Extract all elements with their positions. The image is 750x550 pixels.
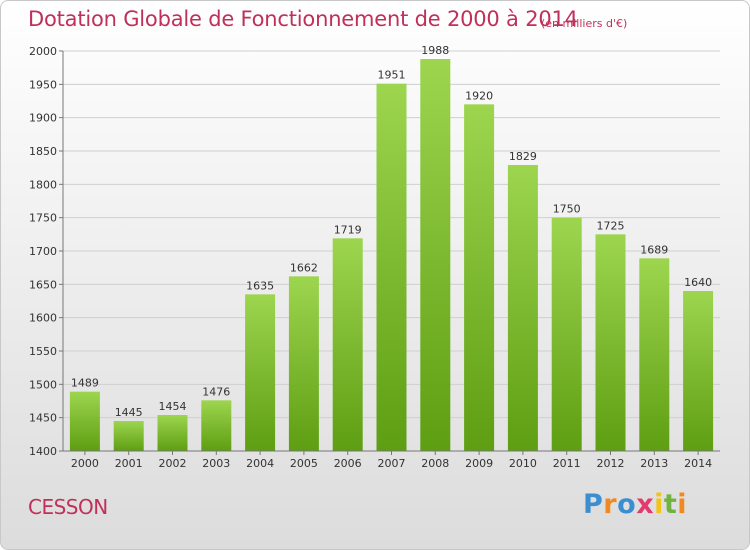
y-tick-label: 1650 — [29, 278, 57, 291]
value-label-2007: 1951 — [378, 69, 406, 82]
x-tick-label-2004: 2004 — [246, 457, 274, 470]
bar-2012 — [595, 234, 626, 451]
y-tick-label: 1600 — [29, 312, 57, 325]
value-label-2009: 1920 — [465, 89, 493, 102]
logo-letter: o — [617, 489, 637, 520]
bar-2002 — [157, 415, 188, 451]
logo-letter: t — [663, 489, 678, 520]
x-tick-label-2011: 2011 — [553, 457, 581, 470]
value-label-2013: 1689 — [640, 243, 668, 256]
y-tick-label: 1400 — [29, 445, 57, 458]
value-label-2012: 1725 — [597, 219, 625, 232]
y-tick-label: 1700 — [29, 245, 57, 258]
value-label-2000: 1489 — [71, 377, 99, 390]
bar-2007 — [376, 83, 407, 452]
y-tick-label: 1550 — [29, 345, 57, 358]
bar-2006 — [332, 238, 363, 451]
value-label-2011: 1750 — [553, 203, 581, 216]
y-tick-label: 1800 — [29, 178, 57, 191]
proxiti-logo: Proxiti — [583, 489, 687, 520]
value-label-2001: 1445 — [115, 406, 143, 419]
y-tick-label: 2000 — [29, 45, 57, 58]
x-tick-label-2007: 2007 — [378, 457, 406, 470]
commune-name: CESSON — [28, 495, 108, 519]
y-tick-label: 1500 — [29, 378, 57, 391]
y-tick-label: 1850 — [29, 145, 57, 158]
x-tick-label-2002: 2002 — [159, 457, 187, 470]
x-tick-label-2001: 2001 — [115, 457, 143, 470]
value-label-2006: 1719 — [334, 223, 362, 236]
chart-subtitle: (en milliers d'€) — [541, 17, 628, 30]
value-label-2010: 1829 — [509, 150, 537, 163]
bar-2005 — [288, 276, 319, 451]
bar-2000 — [69, 391, 100, 451]
chart-title: Dotation Globale de Fonctionnement de 20… — [28, 7, 578, 31]
logo-letter: r — [603, 489, 618, 520]
x-tick-label-2009: 2009 — [465, 457, 493, 470]
x-tick-label-2010: 2010 — [509, 457, 537, 470]
x-tick-label-2003: 2003 — [202, 457, 230, 470]
bar-2003 — [201, 400, 232, 451]
x-tick-label-2000: 2000 — [71, 457, 99, 470]
y-tick-label: 1900 — [29, 112, 57, 125]
y-tick-label: 1950 — [29, 78, 57, 91]
value-label-2002: 1454 — [159, 400, 187, 413]
value-label-2004: 1635 — [246, 279, 274, 292]
bar-2001 — [113, 421, 144, 451]
value-label-2014: 1640 — [684, 276, 712, 289]
x-tick-label-2013: 2013 — [640, 457, 668, 470]
logo-letter: i — [677, 489, 688, 520]
bar-2010 — [507, 165, 538, 451]
x-tick-label-2005: 2005 — [290, 457, 318, 470]
bar-2009 — [464, 104, 495, 451]
x-tick-label-2006: 2006 — [334, 457, 362, 470]
value-label-2003: 1476 — [202, 385, 230, 398]
bar-2004 — [245, 294, 276, 451]
bar-2008 — [420, 59, 451, 451]
bar-2014 — [683, 291, 714, 451]
x-tick-label-2012: 2012 — [597, 457, 625, 470]
y-tick-label: 1450 — [29, 412, 57, 425]
value-label-2008: 1988 — [421, 44, 449, 57]
bar-2011 — [551, 217, 582, 451]
x-tick-label-2014: 2014 — [684, 457, 712, 470]
logo-letter: i — [654, 489, 664, 520]
value-label-2005: 1662 — [290, 261, 318, 274]
y-tick-label: 1750 — [29, 212, 57, 225]
bar-2013 — [639, 258, 670, 451]
logo-letter: x — [636, 489, 655, 520]
logo-letter: P — [583, 489, 604, 520]
x-tick-label-2008: 2008 — [421, 457, 449, 470]
